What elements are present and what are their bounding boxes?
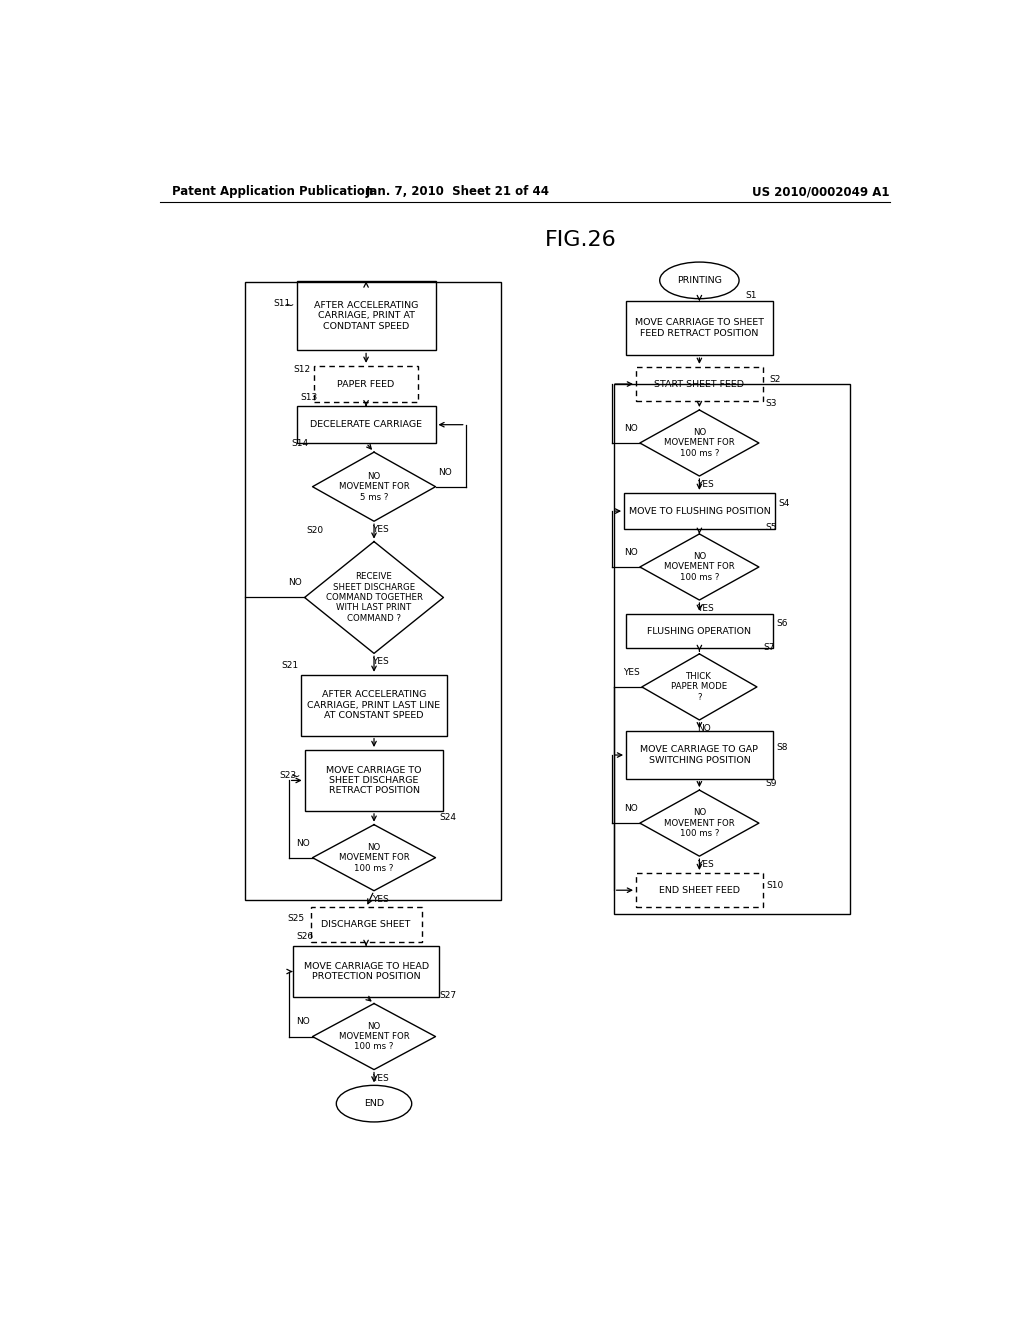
Text: NO: NO — [697, 725, 711, 733]
Text: YES: YES — [372, 895, 389, 904]
Text: NO: NO — [438, 467, 452, 477]
Text: MOVE CARRIAGE TO HEAD
PROTECTION POSITION: MOVE CARRIAGE TO HEAD PROTECTION POSITIO… — [303, 962, 429, 981]
Text: S8: S8 — [777, 743, 788, 752]
Text: END: END — [364, 1100, 384, 1109]
Text: S25: S25 — [287, 915, 304, 923]
Text: S1: S1 — [745, 290, 757, 300]
Text: DECELERATE CARRIAGE: DECELERATE CARRIAGE — [310, 420, 422, 429]
Text: NO
MOVEMENT FOR
5 ms ?: NO MOVEMENT FOR 5 ms ? — [339, 471, 410, 502]
Bar — [297, 281, 435, 351]
Text: S14: S14 — [292, 440, 308, 447]
Text: NO
MOVEMENT FOR
100 ms ?: NO MOVEMENT FOR 100 ms ? — [664, 428, 735, 458]
Bar — [626, 301, 773, 355]
Text: FIG.26: FIG.26 — [545, 230, 616, 249]
Text: DISCHARGE SHEET: DISCHARGE SHEET — [322, 920, 411, 929]
Bar — [310, 907, 422, 942]
Text: YES: YES — [623, 668, 639, 677]
Text: YES: YES — [697, 480, 714, 490]
Text: AFTER ACCELERATING
CARRIAGE, PRINT AT
CONDTANT SPEED: AFTER ACCELERATING CARRIAGE, PRINT AT CO… — [314, 301, 418, 331]
Text: Patent Application Publication: Patent Application Publication — [172, 185, 373, 198]
Text: FLUSHING OPERATION: FLUSHING OPERATION — [647, 627, 752, 635]
Text: ~: ~ — [290, 770, 301, 783]
Text: YES: YES — [372, 525, 389, 535]
Text: US 2010/0002049 A1: US 2010/0002049 A1 — [753, 185, 890, 198]
Text: S10: S10 — [767, 880, 784, 890]
Text: YES: YES — [372, 657, 389, 667]
Bar — [293, 946, 439, 997]
Bar — [636, 873, 763, 907]
Text: S5: S5 — [765, 523, 777, 532]
Text: S27: S27 — [439, 991, 457, 1001]
Text: NO: NO — [288, 578, 301, 587]
Text: NO: NO — [624, 804, 638, 813]
Text: NO
MOVEMENT FOR
100 ms ?: NO MOVEMENT FOR 100 ms ? — [339, 1022, 410, 1052]
Text: S7: S7 — [763, 643, 775, 652]
Text: NO: NO — [624, 424, 638, 433]
Text: YES: YES — [697, 861, 714, 870]
Text: RECEIVE
SHEET DISCHARGE
COMMAND TOGETHER
WITH LAST PRINT
COMMAND ?: RECEIVE SHEET DISCHARGE COMMAND TOGETHER… — [326, 572, 423, 623]
Text: S23: S23 — [280, 771, 297, 780]
Text: S24: S24 — [439, 813, 457, 821]
Text: ~: ~ — [284, 300, 294, 313]
Bar — [626, 614, 773, 648]
Text: S9: S9 — [765, 779, 777, 788]
Text: START SHEET FEED: START SHEET FEED — [654, 380, 744, 388]
Text: S26: S26 — [297, 932, 313, 941]
Bar — [624, 492, 775, 529]
Text: NO
MOVEMENT FOR
100 ms ?: NO MOVEMENT FOR 100 ms ? — [664, 808, 735, 838]
Text: Jan. 7, 2010  Sheet 21 of 44: Jan. 7, 2010 Sheet 21 of 44 — [366, 185, 549, 198]
Text: MOVE TO FLUSHING POSITION: MOVE TO FLUSHING POSITION — [629, 507, 770, 516]
Text: S20: S20 — [306, 527, 324, 536]
Bar — [301, 675, 447, 735]
Text: AFTER ACCELERATING
CARRIAGE, PRINT LAST LINE
AT CONSTANT SPEED: AFTER ACCELERATING CARRIAGE, PRINT LAST … — [307, 690, 440, 721]
Text: NO: NO — [624, 548, 638, 557]
Bar — [636, 367, 763, 401]
Bar — [297, 407, 435, 444]
Text: S2: S2 — [769, 375, 780, 384]
Text: NO
MOVEMENT FOR
100 ms ?: NO MOVEMENT FOR 100 ms ? — [664, 552, 735, 582]
Text: THICK
PAPER MODE
?: THICK PAPER MODE ? — [672, 672, 727, 702]
Text: PAPER FEED: PAPER FEED — [338, 380, 394, 388]
Text: NO: NO — [296, 838, 310, 847]
Bar — [304, 750, 443, 810]
Text: NO
MOVEMENT FOR
100 ms ?: NO MOVEMENT FOR 100 ms ? — [339, 842, 410, 873]
Text: S6: S6 — [777, 619, 788, 628]
Text: S4: S4 — [778, 499, 791, 508]
Text: S13: S13 — [301, 393, 317, 403]
Text: NO: NO — [296, 1018, 310, 1027]
Text: MOVE CARRIAGE TO SHEET
FEED RETRACT POSITION: MOVE CARRIAGE TO SHEET FEED RETRACT POSI… — [635, 318, 764, 338]
Text: S3: S3 — [765, 399, 777, 408]
Text: S11: S11 — [273, 300, 290, 309]
Bar — [613, 384, 850, 913]
Text: S21: S21 — [282, 660, 298, 669]
Text: MOVE CARRIAGE TO GAP
SWITCHING POSITION: MOVE CARRIAGE TO GAP SWITCHING POSITION — [640, 746, 759, 764]
Text: S12: S12 — [294, 364, 310, 374]
Bar — [314, 366, 418, 403]
Text: MOVE CARRIAGE TO
SHEET DISCHARGE
RETRACT POSITION: MOVE CARRIAGE TO SHEET DISCHARGE RETRACT… — [327, 766, 422, 796]
Text: YES: YES — [697, 605, 714, 612]
Bar — [246, 282, 501, 900]
Text: PRINTING: PRINTING — [677, 276, 722, 285]
Text: YES: YES — [372, 1073, 389, 1082]
Text: END SHEET FEED: END SHEET FEED — [658, 886, 740, 895]
Bar — [626, 731, 773, 779]
